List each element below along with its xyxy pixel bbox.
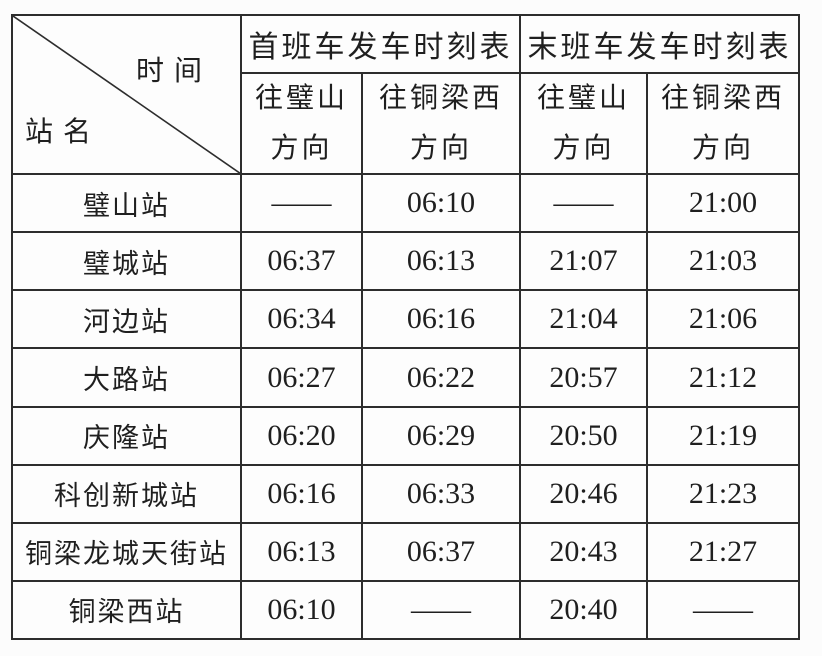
time-value: —— — [646, 579, 800, 641]
table-row: 庆隆站 06:20 06:29 20:50 21:19 — [11, 405, 800, 466]
subheader-line2: 方向 — [552, 132, 615, 164]
time-value: 06:37 — [361, 521, 521, 582]
time-value: 06:16 — [361, 289, 521, 350]
time-value: 20:57 — [519, 347, 648, 408]
time-value: 20:46 — [519, 463, 648, 524]
time-value: 21:19 — [646, 405, 800, 466]
subheader-line1: 往璧山 — [254, 82, 348, 114]
station-name: 铜梁西站 — [11, 579, 242, 641]
time-value: 20:43 — [519, 521, 648, 582]
time-value: 06:10 — [361, 173, 521, 234]
time-value: —— — [361, 579, 521, 641]
time-value: 06:13 — [361, 231, 521, 292]
station-name: 铜梁龙城天街站 — [11, 521, 242, 582]
train-timetable: 时间 站名 首班车发车时刻表 末班车发车时刻表 往璧山 方向 往铜梁西 方向 往… — [11, 13, 800, 641]
table-row: 河边站 06:34 06:16 21:04 21:06 — [11, 289, 800, 350]
corner-header-cell: 时间 站名 — [11, 13, 242, 176]
time-value: 21:06 — [646, 289, 800, 350]
time-value: 21:00 — [646, 173, 800, 234]
station-name: 科创新城站 — [11, 463, 242, 524]
time-value: 06:29 — [361, 405, 521, 466]
corner-station-label: 站名 — [25, 117, 102, 149]
subheader-line1: 往璧山 — [536, 82, 630, 114]
subheader-last-bishan: 往璧山 方向 — [519, 72, 648, 176]
time-value: 06:22 — [361, 347, 521, 408]
time-value: 20:50 — [519, 405, 648, 466]
corner-time-label: 时间 — [135, 56, 212, 87]
time-value: —— — [519, 173, 648, 234]
time-value: 21:04 — [519, 289, 648, 350]
time-value: 21:23 — [646, 463, 800, 524]
time-value: 21:27 — [646, 521, 800, 582]
table-row: 璧城站 06:37 06:13 21:07 21:03 — [11, 231, 800, 292]
time-value: 06:13 — [240, 521, 363, 582]
first-train-group-header: 首班车发车时刻表 — [240, 13, 521, 75]
station-name: 河边站 — [11, 289, 242, 350]
table-row: 科创新城站 06:16 06:33 20:46 21:23 — [11, 463, 800, 524]
station-name: 庆隆站 — [11, 405, 242, 466]
station-name: 璧城站 — [11, 231, 242, 292]
station-name: 大路站 — [11, 347, 242, 408]
time-value: 06:33 — [361, 463, 521, 524]
table-row: 铜梁西站 06:10 —— 20:40 —— — [11, 579, 800, 641]
time-value: 06:20 — [240, 405, 363, 466]
table-row: 璧山站 —— 06:10 —— 21:00 — [11, 173, 800, 234]
time-value: 21:03 — [646, 231, 800, 292]
subheader-line2: 方向 — [270, 132, 333, 164]
time-value: 21:07 — [519, 231, 648, 292]
table-row: 铜梁龙城天街站 06:13 06:37 20:43 21:27 — [11, 521, 800, 582]
diagonal-divider — [13, 16, 240, 173]
time-value: —— — [240, 173, 363, 234]
subheader-first-tongliangxi: 往铜梁西 方向 — [361, 72, 521, 176]
time-value: 06:27 — [240, 347, 363, 408]
time-value: 20:40 — [519, 579, 648, 641]
time-value: 06:10 — [240, 579, 363, 641]
subheader-first-bishan: 往璧山 方向 — [240, 72, 363, 176]
time-value: 21:12 — [646, 347, 800, 408]
station-name: 璧山站 — [11, 173, 242, 234]
last-train-group-header: 末班车发车时刻表 — [519, 13, 800, 75]
subheader-line2: 方向 — [691, 132, 754, 164]
time-value: 06:34 — [240, 289, 363, 350]
subheader-line1: 往铜梁西 — [660, 82, 785, 114]
time-value: 06:37 — [240, 231, 363, 292]
table-row: 大路站 06:27 06:22 20:57 21:12 — [11, 347, 800, 408]
subheader-last-tongliangxi: 往铜梁西 方向 — [646, 72, 800, 176]
time-value: 06:16 — [240, 463, 363, 524]
subheader-line1: 往铜梁西 — [378, 82, 503, 114]
subheader-line2: 方向 — [409, 132, 472, 164]
